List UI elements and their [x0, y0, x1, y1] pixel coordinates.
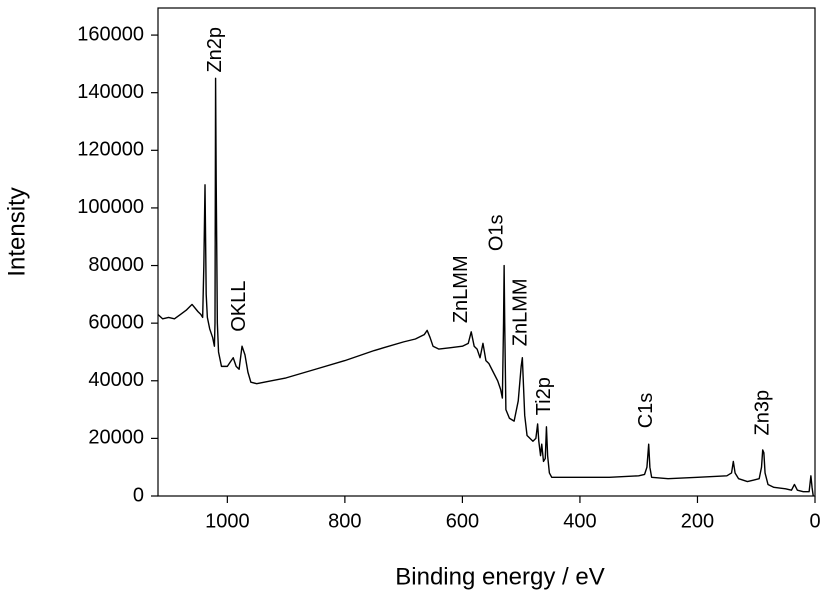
peak-annotation: O1s: [485, 214, 507, 251]
y-tick-label: 80000: [88, 254, 144, 276]
x-tick-label: 200: [681, 510, 714, 532]
y-tick-label: 160000: [77, 23, 144, 45]
y-tick-label: 20000: [88, 427, 144, 449]
x-tick-label: 600: [446, 510, 479, 532]
x-axis-label: Binding energy / eV: [395, 563, 604, 590]
x-tick-label: 0: [809, 510, 820, 532]
peak-annotation: ZnLMM: [509, 278, 531, 346]
y-tick-label: 60000: [88, 311, 144, 333]
plot-frame: [157, 7, 816, 497]
x-tick-label: 400: [563, 510, 596, 532]
y-tick-label: 0: [133, 484, 144, 506]
peak-annotation: C1s: [635, 393, 657, 429]
y-tick-label: 140000: [77, 81, 144, 103]
y-tick-label: 120000: [77, 139, 144, 161]
peak-annotation: Ti2p: [533, 377, 555, 415]
y-axis-label: Intensity: [3, 187, 30, 276]
x-tick-label: 800: [328, 510, 361, 532]
peak-annotation: ZnLMM: [450, 255, 472, 323]
spectrum-line: [157, 77, 814, 497]
y-tick-label: 40000: [88, 369, 144, 391]
peak-annotation: Zn3p: [752, 390, 774, 436]
x-tick-label: 1000: [205, 510, 250, 532]
peak-annotation: Zn2p: [204, 27, 226, 73]
peak-annotation: OKLL: [228, 281, 250, 332]
y-tick-label: 100000: [77, 196, 144, 218]
